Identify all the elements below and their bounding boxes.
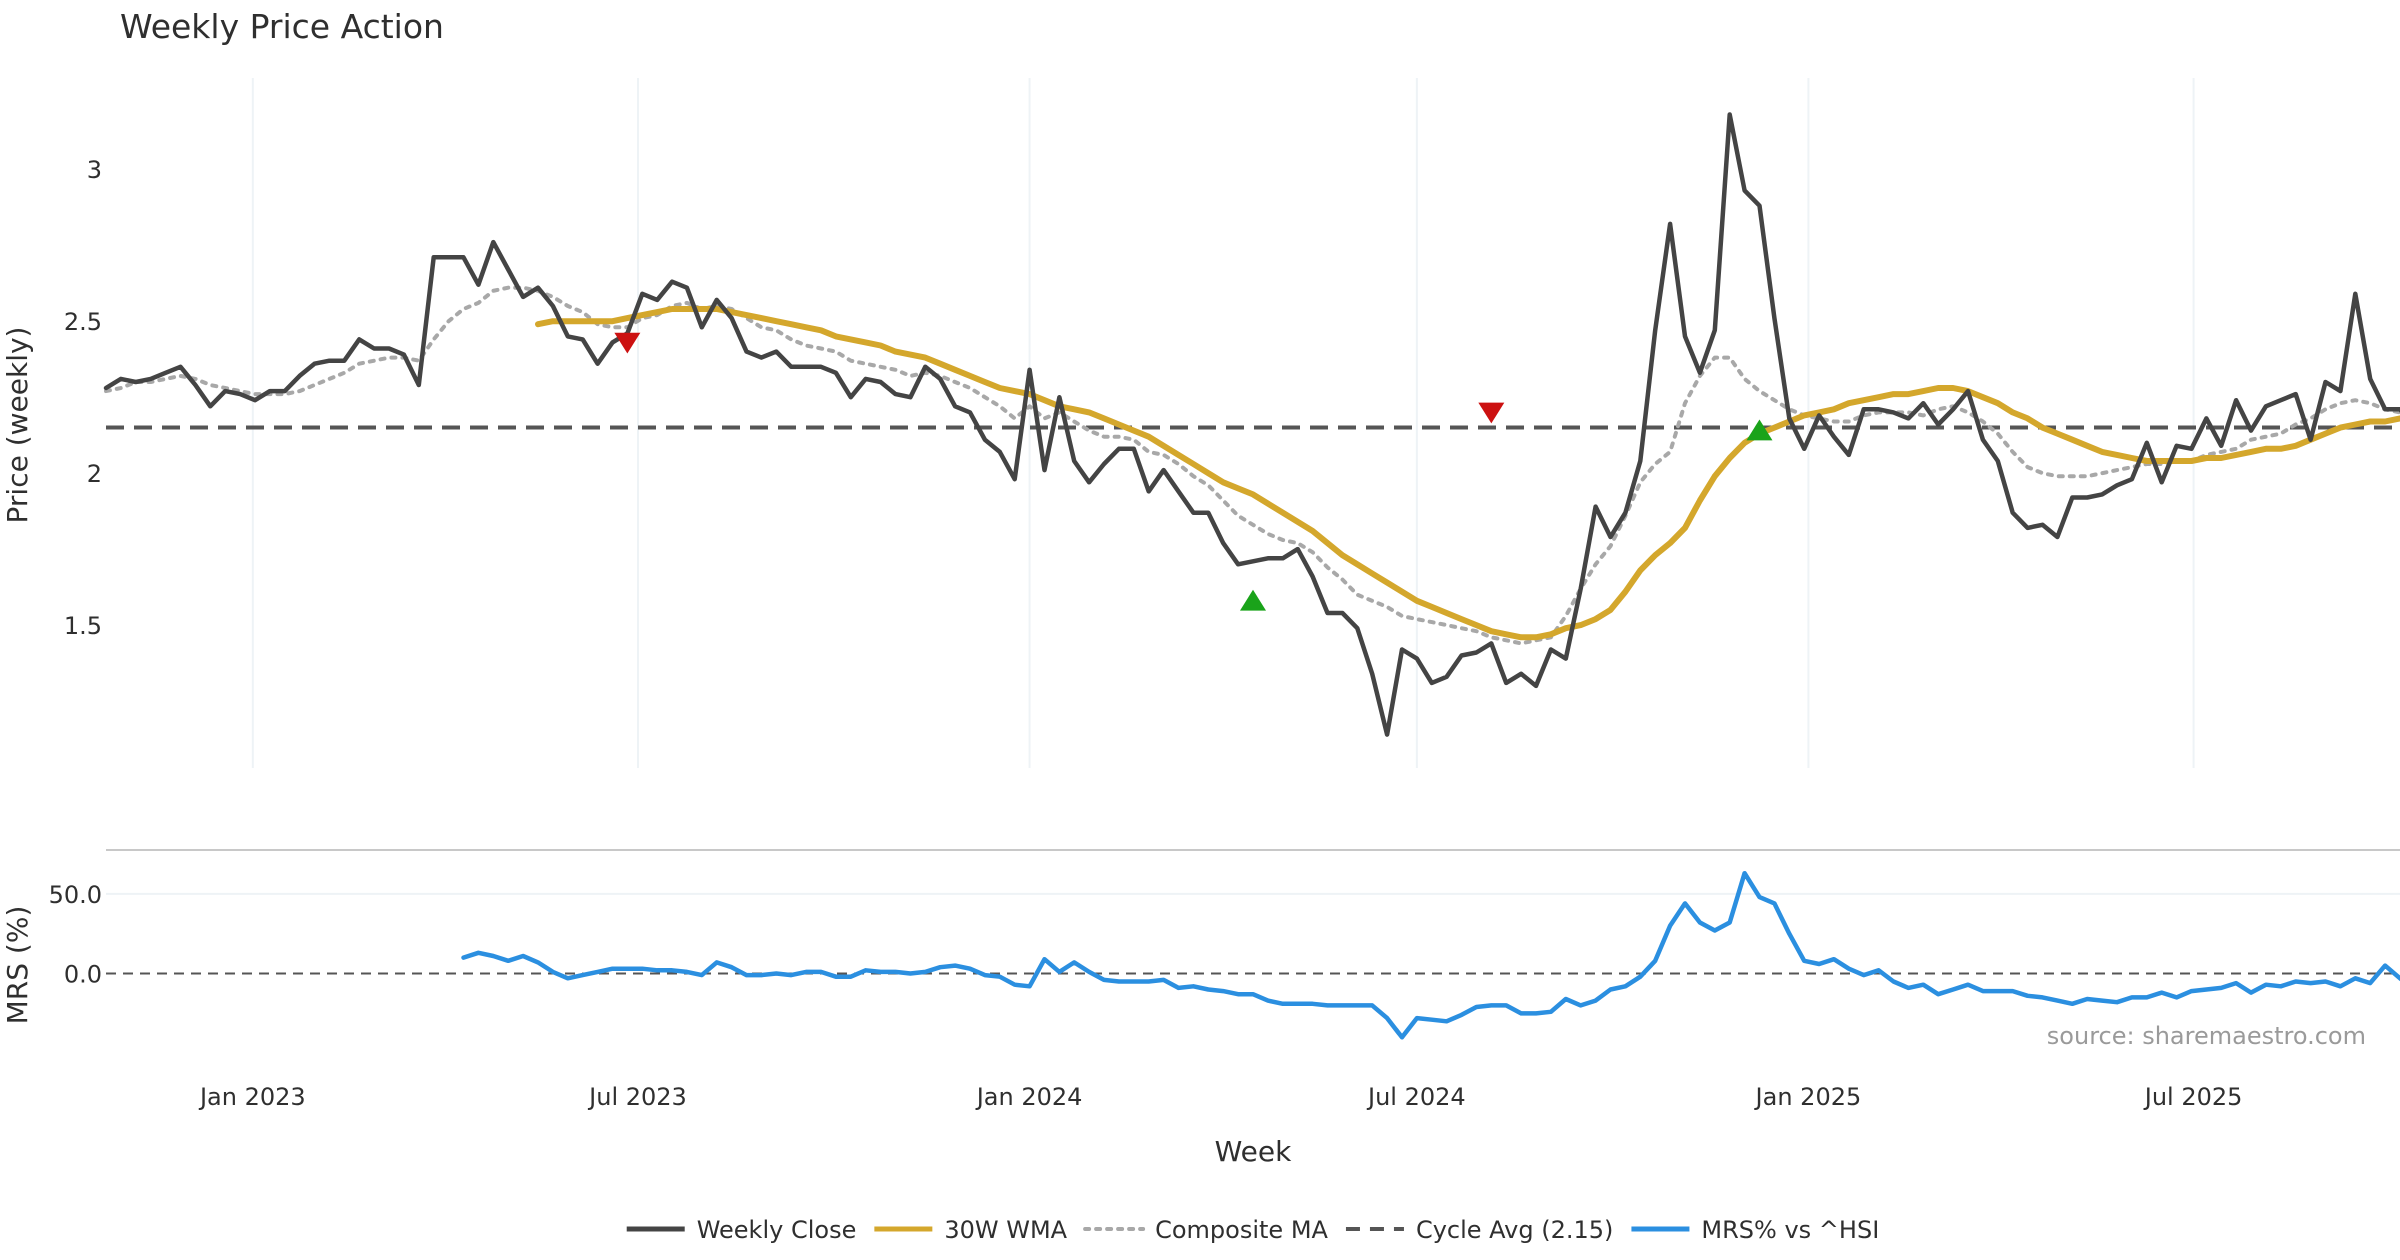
legend-label: 30W WMA xyxy=(944,1216,1067,1244)
price-y-tick-label: 2.5 xyxy=(64,308,102,336)
sell-signal-marker xyxy=(1478,402,1505,424)
legend-label: Composite MA xyxy=(1155,1216,1328,1244)
sell-signal-marker xyxy=(614,332,641,354)
x-tick-label: Jan 2025 xyxy=(1754,1083,1862,1111)
series-line-30w-wma xyxy=(535,306,2400,641)
series-layer xyxy=(103,112,2400,1040)
legend-item: Cycle Avg (2.15) xyxy=(1345,1216,1613,1244)
mrs-y-axis-title: MRS (%) xyxy=(1,906,34,1025)
legend-item: Weekly Close xyxy=(626,1216,857,1244)
legend-item: MRS% vs ^HSI xyxy=(1631,1216,1879,1244)
price-panel-grid xyxy=(251,78,2195,768)
legend-label: MRS% vs ^HSI xyxy=(1701,1216,1879,1244)
x-axis-ticks: Jan 2023 Jul 2023 Jan 2024 Jul 2024 Jan 2025… xyxy=(198,1083,2242,1111)
series-line-composite-ma xyxy=(104,285,2400,646)
legend-label: Cycle Avg (2.15) xyxy=(1416,1216,1613,1244)
mrs-y-tick-label: 50.0 xyxy=(49,881,102,909)
legend: Weekly Close 30W WMA Composite MA Cycle Avg… xyxy=(626,1216,1879,1244)
x-tick-label: Jan 2023 xyxy=(198,1083,306,1111)
price-y-tick-label: 3 xyxy=(87,156,102,184)
chart-title: Weekly Price Action xyxy=(120,7,444,46)
x-tick-label: Jul 2025 xyxy=(2143,1083,2243,1111)
price-y-tick-label: 2 xyxy=(87,460,102,488)
legend-item: Composite MA xyxy=(1083,1216,1329,1244)
series-line-weekly-close xyxy=(103,112,2400,737)
price-y-tick-label: 1.5 xyxy=(64,612,102,640)
x-tick-label: Jan 2024 xyxy=(975,1083,1083,1111)
mrs-y-ticks: 0.0 50.0 xyxy=(49,881,102,989)
buy-signal-marker xyxy=(1746,419,1773,441)
x-tick-label: Jul 2024 xyxy=(1366,1083,1466,1111)
price-y-ticks: 1.5 2 2.5 3 xyxy=(64,156,102,640)
x-axis-title: Week xyxy=(1215,1135,1292,1168)
mrs-y-tick-label: 0.0 xyxy=(64,961,102,989)
signal-layer xyxy=(614,332,1773,611)
legend-label: Weekly Close xyxy=(697,1216,857,1244)
x-tick-label: Jul 2023 xyxy=(587,1083,687,1111)
price-y-axis-title: Price (weekly) xyxy=(1,327,34,524)
source-label: source: sharemaestro.com xyxy=(2047,1022,2366,1050)
series-line-mrs-vs-hsi xyxy=(461,870,2400,1040)
buy-signal-marker xyxy=(1240,589,1266,611)
legend-item: 30W WMA xyxy=(874,1216,1068,1244)
